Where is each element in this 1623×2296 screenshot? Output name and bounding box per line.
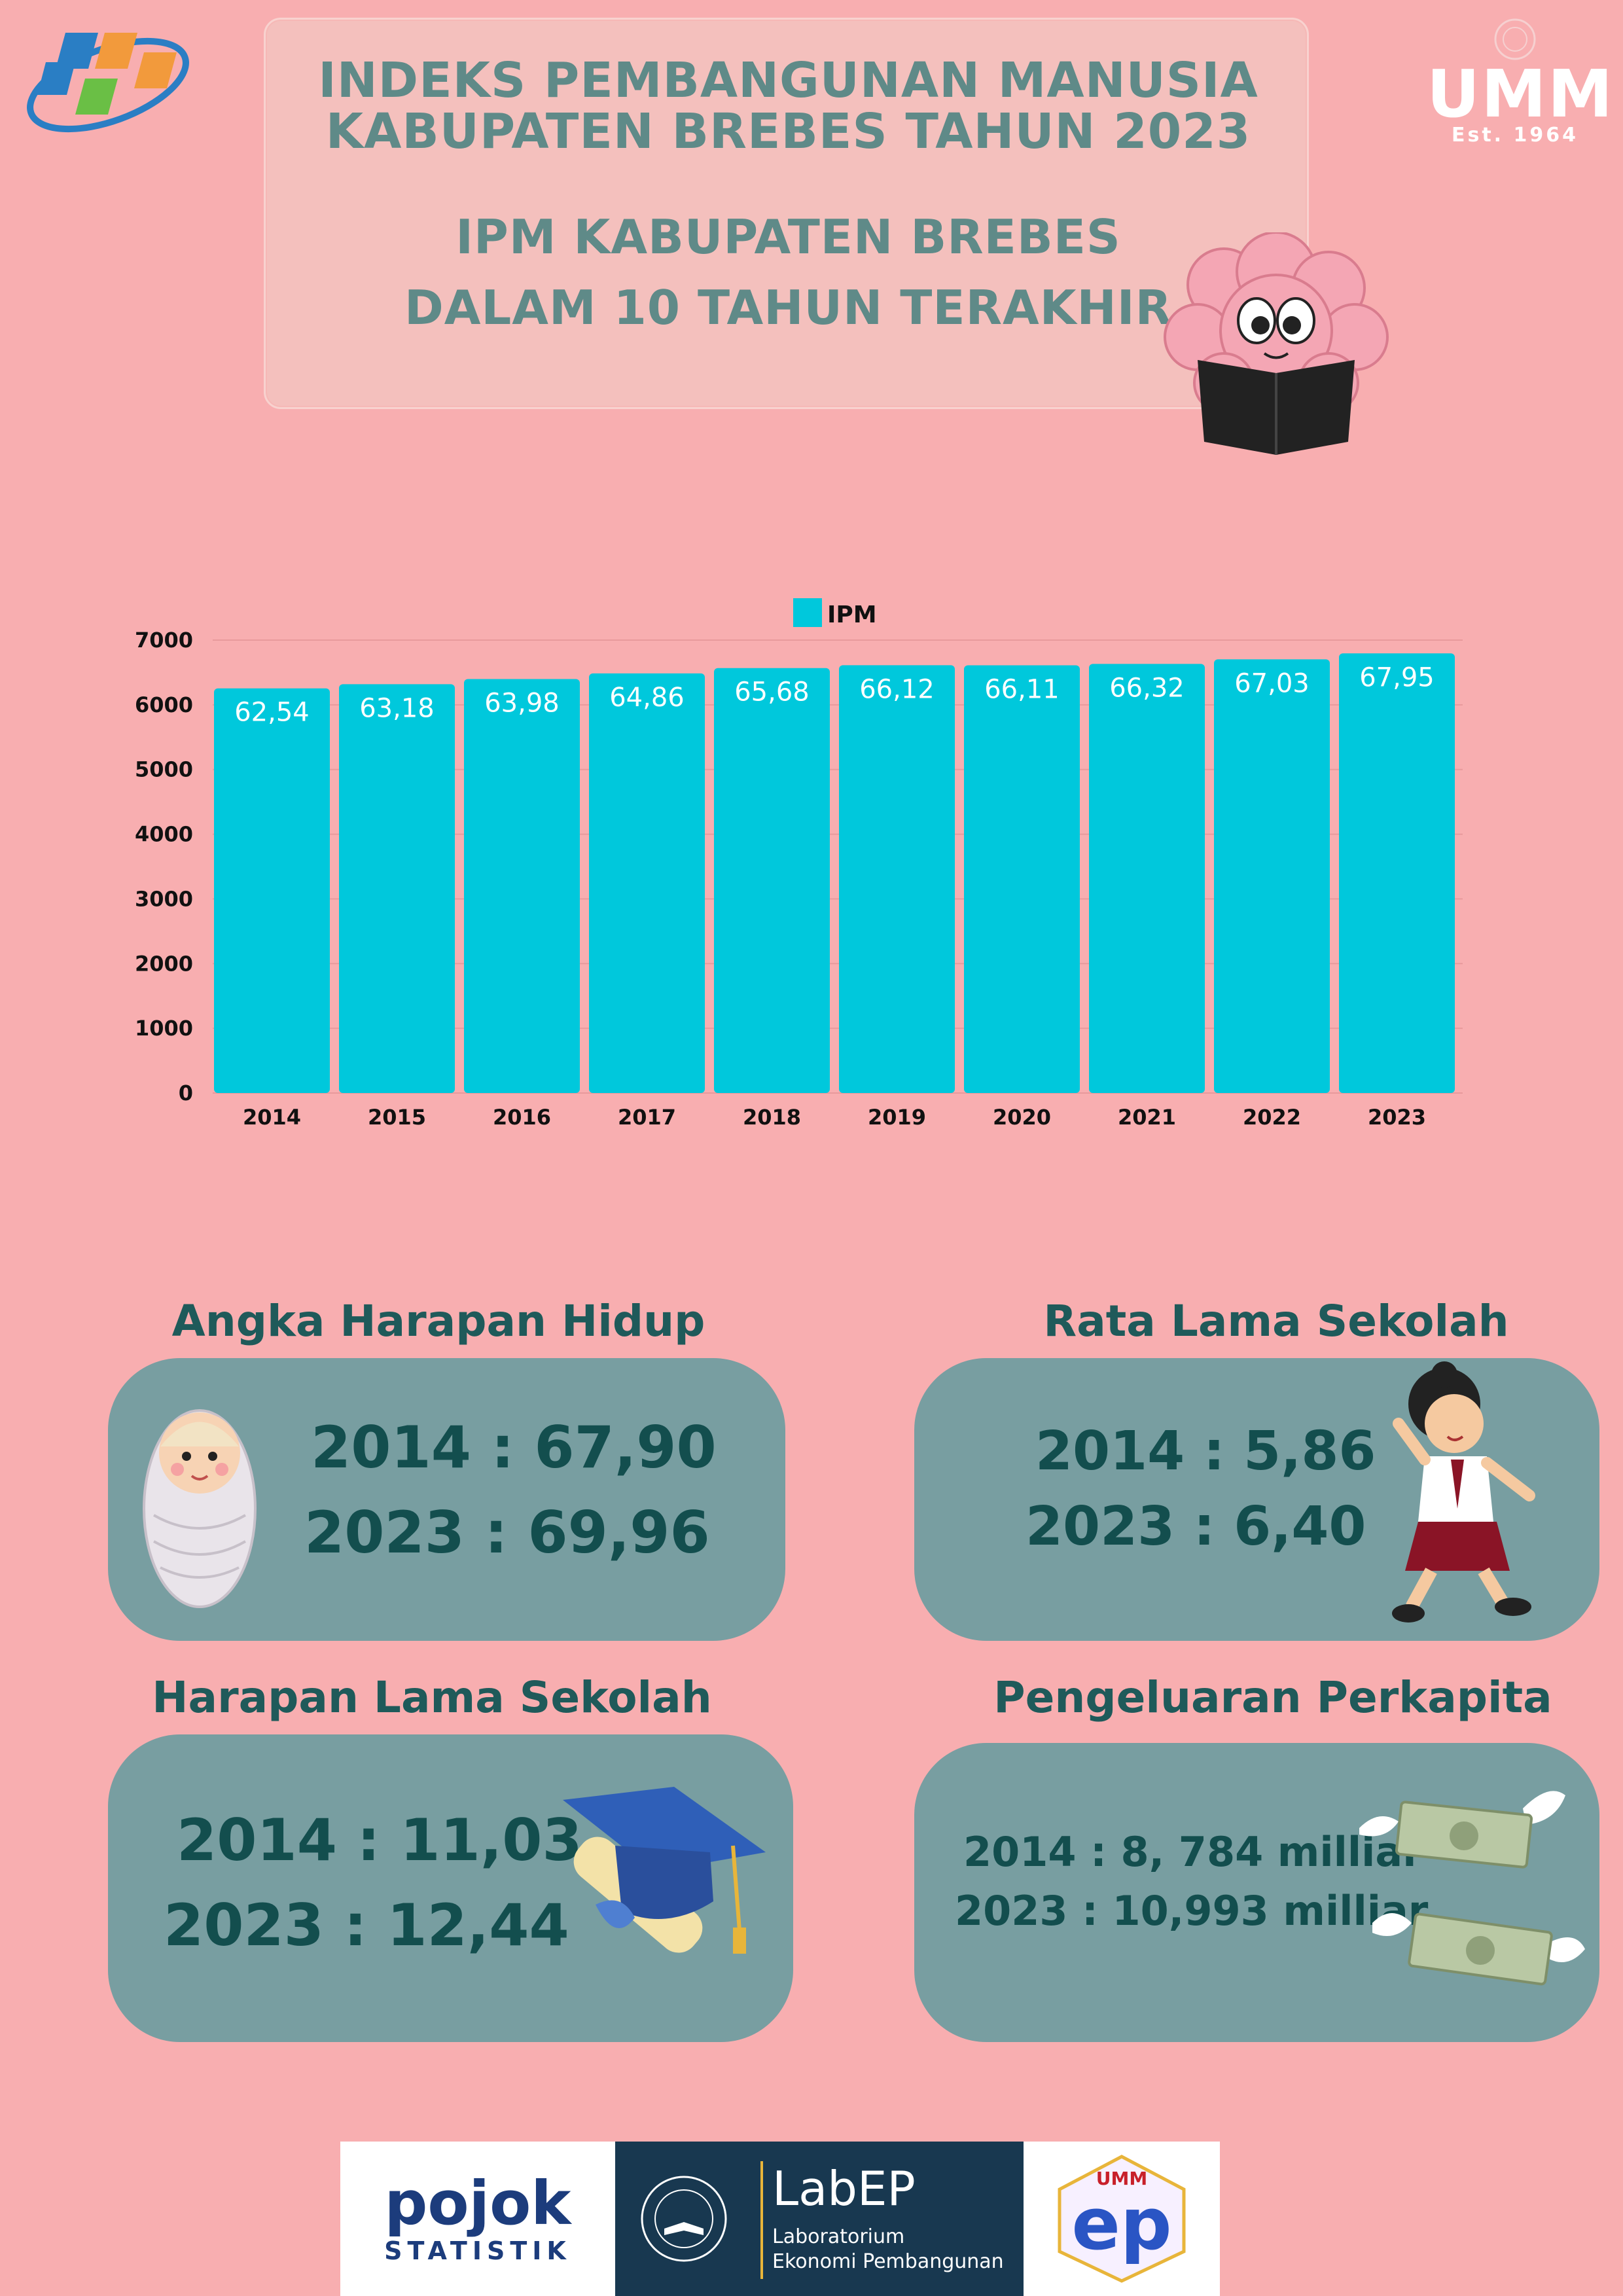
chart-legend: IPM: [793, 598, 877, 628]
labep-logo: LabEP Laboratorium Ekonomi Pembangunan: [615, 2142, 1024, 2296]
x-tick-label-2018: 2018: [743, 1105, 801, 1130]
flying-money-illustration-1: [1359, 1791, 1565, 1869]
pp-2014: 2014 : 8, 784 milliar: [963, 1828, 1423, 1876]
bar-2014: [214, 688, 330, 1093]
y-axis-ticks: 0 1000 2000 3000 4000 5000 6000 7000: [135, 628, 193, 1105]
rls-card: 2014 : 5,86 2023 : 6,40: [914, 1358, 1599, 1641]
bar-2019: [839, 665, 955, 1093]
sub-title-line-1: IPM KABUPATEN BREBES: [455, 209, 1121, 264]
statistik-text: STATISTIK: [384, 2236, 571, 2265]
umm-est: Est. 1964: [1451, 124, 1579, 147]
y-tick-label: 1000: [135, 1016, 193, 1041]
aha-card: 2014 : 67,90 2023 : 69,96: [108, 1358, 785, 1641]
data-label-2017: 64,86: [609, 683, 685, 713]
flying-money-illustration-2: [1372, 1912, 1585, 1986]
pp-2023: 2023 : 10,993 milliar: [955, 1887, 1429, 1935]
bar-2016: [464, 679, 580, 1093]
data-label-2015: 63,18: [359, 693, 435, 723]
pojok-statistik-logo: pojok STATISTIK: [340, 2142, 615, 2296]
labep-mark: LabEP: [772, 2161, 916, 2216]
bps-logo: [27, 33, 189, 133]
x-axis-labels: 2014 2015 2016 2017 2018 2019 2020 2021 2022 2023: [243, 1105, 1426, 1130]
aha-2023: 2023 : 69,96: [304, 1499, 710, 1566]
main-title-line-1: INDEKS PEMBANGUNAN MANUSIA: [318, 52, 1258, 109]
ep-badge-icon: [1058, 2155, 1186, 2283]
x-tick-label-2021: 2021: [1118, 1105, 1176, 1130]
footer-logos: pojok STATISTIK LabEP Laboratorium Ekono…: [340, 2142, 1220, 2296]
data-label-2023: 67,95: [1359, 662, 1435, 692]
x-tick-label-2014: 2014: [243, 1105, 301, 1130]
rls-title: Rata Lama Sekolah: [1043, 1296, 1509, 1346]
bar-2015: [339, 684, 455, 1093]
labep-line-2: Ekonomi Pembangunan: [772, 2250, 1004, 2273]
data-label-2020: 66,11: [984, 674, 1060, 704]
y-tick-label: 6000: [135, 692, 193, 717]
legend-label-ipm: IPM: [827, 601, 877, 628]
x-tick-label-2016: 2016: [493, 1105, 551, 1130]
data-label-2014: 62,54: [234, 698, 310, 728]
pojok-text: pojok: [384, 2168, 571, 2238]
graduation-cap-diploma-illustration: [563, 1787, 766, 1954]
x-tick-label-2017: 2017: [618, 1105, 676, 1130]
main-title-line-2: KABUPATEN BREBES TAHUN 2023: [325, 103, 1251, 160]
bar-2020: [964, 665, 1080, 1093]
hls-card: 2014 : 11,03 2023 : 12,44: [108, 1734, 793, 2042]
y-tick-label: 5000: [135, 757, 193, 782]
pp-card: 2014 : 8, 784 milliar 2023 : 10,993 mill…: [914, 1743, 1599, 2042]
x-tick-label-2023: 2023: [1368, 1105, 1426, 1130]
data-label-2021: 66,32: [1109, 673, 1185, 703]
bar-2023: [1339, 653, 1455, 1093]
data-label-2022: 67,03: [1234, 668, 1310, 698]
umm-logo-text: UMM: [1427, 56, 1614, 132]
legend-swatch-ipm: [793, 598, 822, 627]
hls-2014: 2014 : 11,03: [177, 1806, 582, 1874]
hls-2023: 2023 : 12,44: [164, 1892, 569, 1959]
y-tick-label: 3000: [135, 886, 193, 911]
aha-2014: 2014 : 67,90: [311, 1414, 717, 1481]
y-tick-label: 0: [179, 1081, 193, 1105]
y-tick-label: 7000: [135, 628, 193, 653]
bar-2018: [714, 668, 830, 1093]
data-label-2016: 63,98: [484, 689, 560, 719]
ep-top-text: UMM: [1096, 2168, 1148, 2189]
hls-title: Harapan Lama Sekolah: [152, 1672, 712, 1723]
y-tick-label: 4000: [135, 822, 193, 847]
umm-logo: UMM Est. 1964: [1427, 16, 1614, 147]
baby-illustration: [143, 1409, 257, 1608]
labep-line-1: Laboratorium: [772, 2225, 905, 2248]
title-card: INDEKS PEMBANGUNAN MANUSIA KABUPATEN BRE…: [264, 18, 1309, 409]
bar-2021: [1089, 664, 1205, 1093]
umm-ep-logo: UMM ep: [1024, 2142, 1220, 2296]
rls-2023: 2023 : 6,40: [1026, 1496, 1366, 1558]
x-tick-label-2019: 2019: [868, 1105, 926, 1130]
data-label-2018: 65,68: [734, 677, 810, 708]
y-tick-label: 2000: [135, 951, 193, 976]
bar-2022: [1214, 659, 1330, 1093]
data-label-2019: 66,12: [859, 674, 935, 704]
x-tick-label-2022: 2022: [1243, 1105, 1301, 1130]
umm-emblem-icon: [1494, 18, 1536, 60]
economics-lab-seal-icon: [641, 2176, 727, 2262]
sub-title-line-2: DALAM 10 TAHUN TERAKHIR: [404, 280, 1173, 335]
aha-title: Angka Harapan Hidup: [171, 1296, 705, 1346]
rls-2014: 2014 : 5,86: [1035, 1420, 1376, 1482]
chart-bars: 62,54 63,18 63,98 64,86 65,68 66,12 66,11 66,32…: [214, 653, 1455, 1093]
brain-reading-book-illustration: [1164, 232, 1389, 455]
x-tick-label-2015: 2015: [368, 1105, 426, 1130]
bar-2017: [589, 673, 705, 1093]
schoolgirl-illustration: [1392, 1361, 1535, 1623]
pp-title: Pengeluaran Perkapita: [993, 1672, 1552, 1723]
ep-mark-text: ep: [1071, 2182, 1172, 2266]
x-tick-label-2020: 2020: [993, 1105, 1051, 1130]
